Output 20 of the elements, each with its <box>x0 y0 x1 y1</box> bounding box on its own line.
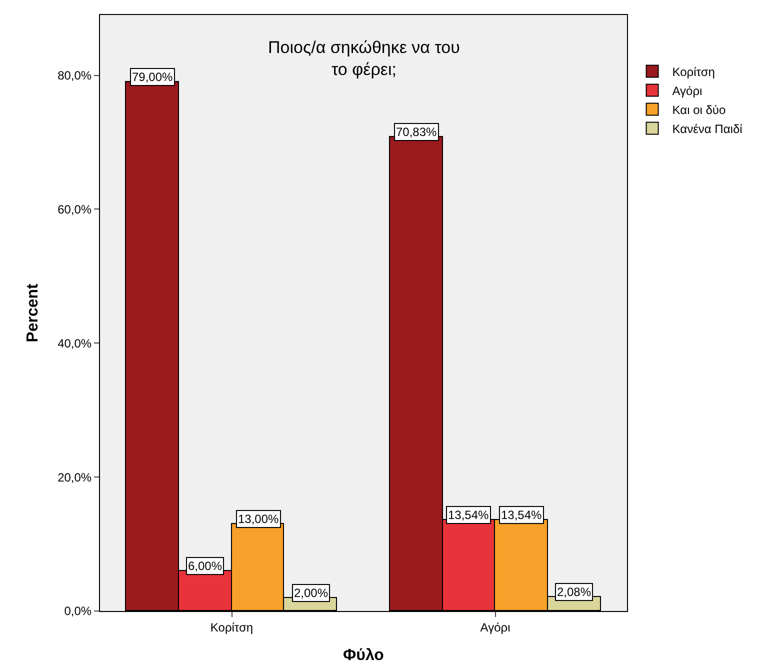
legend-label: Αγόρι <box>672 84 703 98</box>
y-tick-label: 60,0% <box>58 202 92 216</box>
y-tick-label: 0,0% <box>64 604 92 618</box>
y-tick-label: 20,0% <box>58 470 92 484</box>
x-axis-title: Φύλο <box>343 647 384 664</box>
data-label: 2,00% <box>294 586 328 600</box>
data-label: 79,00% <box>132 70 174 84</box>
legend-label: Κορίτση <box>672 64 715 79</box>
legend-label: Και οι δύο <box>672 102 726 117</box>
legend-label: Κανένα Παιδί <box>672 122 743 136</box>
y-axis-title: Percent <box>24 282 42 342</box>
y-tick-label: 80,0% <box>58 68 92 82</box>
text: Ποιος/α σηκώθηκε να του το φέρει; <box>268 38 460 80</box>
data-label: 2,08% <box>557 585 592 599</box>
data-label: 13,00% <box>238 512 280 526</box>
y-tick-label: 40,0% <box>58 336 92 350</box>
data-label: 70,83% <box>396 125 438 139</box>
data-label: 6,00% <box>188 559 222 573</box>
data-label: 13,54% <box>448 508 490 522</box>
data-label: 13,54% <box>501 508 542 522</box>
